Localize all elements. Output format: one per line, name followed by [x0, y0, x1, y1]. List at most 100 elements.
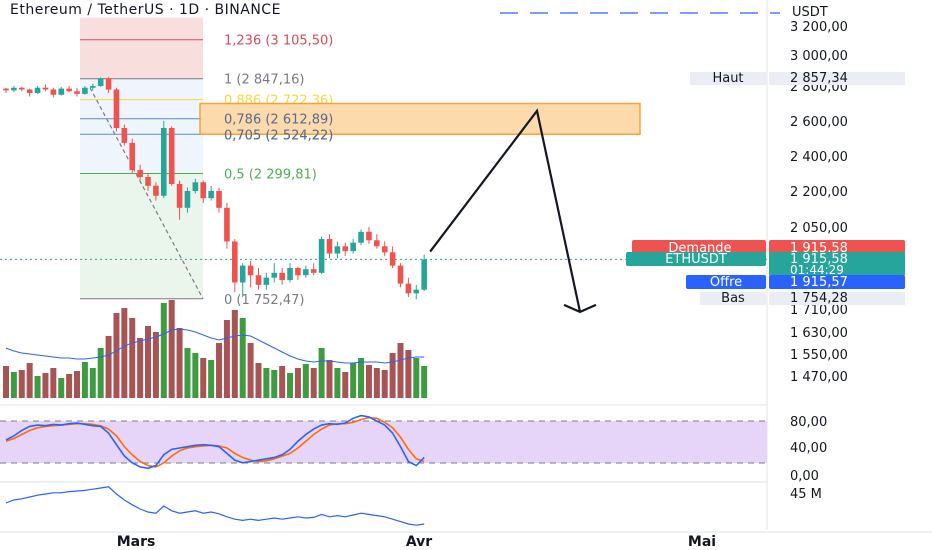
volume-bar [358, 358, 365, 398]
fib-zone-lower [80, 173, 203, 299]
candle-body [3, 88, 9, 91]
volume-bar [279, 366, 286, 398]
volume-ma-line [5, 328, 425, 364]
candle-body [295, 268, 301, 276]
candle-body [121, 128, 128, 143]
volume-bar [66, 374, 73, 398]
volume-bar [176, 328, 183, 398]
candle-body [366, 231, 372, 241]
candle-body [318, 239, 325, 273]
volume-bar [145, 326, 152, 398]
volume-bar [129, 318, 136, 398]
high-label-bg [690, 72, 766, 85]
stoch-axis-tick: 0,00 [790, 469, 819, 484]
candle-body [18, 87, 25, 90]
volume-bar [231, 310, 238, 398]
fib-level-label: 1,236 (3 105,50) [224, 34, 333, 49]
fib-level-label: 0,5 (2 299,81) [224, 168, 317, 183]
fib-level-label-overlay: 0,705 (2 524,22) [224, 128, 333, 143]
candle-body [279, 272, 285, 281]
candle-body [26, 89, 33, 93]
candle-body [129, 142, 136, 170]
candle-body [247, 265, 254, 276]
candle-body [200, 182, 207, 199]
volume-bar [310, 368, 317, 398]
price-axis-tick: 1 470,00 [790, 370, 848, 385]
candle-body [153, 185, 159, 196]
time-axis-tick: Mars [117, 534, 156, 550]
last-label-bg [626, 252, 766, 266]
volume-bar [121, 308, 128, 398]
candle-body [310, 269, 317, 273]
candle-body [66, 88, 72, 92]
fib-level-label-overlay: 0,786 (2 612,89) [224, 113, 333, 128]
fib-zone-upper [80, 78, 203, 174]
fib-level-label: 0 (1 752,47) [224, 293, 304, 308]
volume-bar [208, 360, 215, 398]
candle-body [105, 78, 112, 90]
low-value-bg [769, 292, 905, 305]
fib-zone-extension [80, 17, 203, 79]
time-axis-tick: Avr [406, 534, 432, 550]
volume-bar [287, 373, 294, 398]
high-value: 2 857,34 [790, 71, 848, 86]
candle-body [89, 86, 96, 88]
candle-body [82, 87, 88, 94]
candle-body [381, 246, 388, 253]
candle-body [421, 259, 427, 290]
price-axis-tick: 2 600,00 [790, 115, 848, 130]
low-label: Bas [721, 291, 745, 306]
volume-bar [200, 358, 207, 398]
volume-bar [137, 338, 144, 398]
volume-bar [255, 363, 262, 398]
offer-label: Offre [710, 275, 742, 290]
obv-line [5, 486, 425, 526]
projection-arrowhead [563, 303, 597, 314]
volume-bar [326, 360, 333, 398]
volume-bar [397, 343, 404, 398]
offer-label-bg [686, 275, 766, 289]
candle-body [137, 170, 143, 177]
candle-body [176, 184, 183, 208]
candle-body [184, 191, 191, 208]
volume-bar [10, 372, 17, 398]
candle-body [413, 289, 420, 294]
volume-bar [263, 368, 270, 398]
countdown: 01:44:29 [790, 263, 844, 277]
price-axis-tick: 2 050,00 [790, 221, 848, 236]
candle-body [255, 275, 262, 285]
high-value-bg [769, 72, 905, 85]
volume-bar [50, 368, 57, 398]
volume-bar [105, 336, 112, 398]
volume-bar [34, 376, 41, 398]
candle-body [239, 265, 246, 283]
projection-arrow [429, 108, 582, 313]
volume-bar [184, 348, 191, 398]
stoch-axis-tick: 80,00 [790, 415, 827, 430]
volume-bar [239, 318, 246, 398]
volume-bar [342, 372, 349, 398]
candle-body [350, 242, 356, 252]
currency-label: USDT [792, 5, 828, 20]
price-axis-tick: 1 550,00 [790, 348, 848, 363]
candle-body [42, 87, 49, 90]
volume-bar [152, 332, 159, 398]
volume-bar [18, 370, 25, 398]
low-label-bg [700, 292, 766, 305]
price-axis-tick: 1 710,00 [790, 303, 848, 318]
candle-body [303, 269, 309, 276]
candle-body [113, 89, 120, 128]
candle-body [145, 177, 151, 186]
candle-body [224, 207, 230, 242]
price-axis-tick: 3 000,00 [790, 49, 848, 64]
offer-value-bg [769, 275, 905, 289]
demand-label-bg [632, 240, 766, 254]
candle-body [168, 128, 175, 184]
volume-bar [97, 348, 104, 398]
candle-body [334, 246, 341, 254]
volume-bar [3, 366, 9, 398]
candle-body [58, 88, 65, 95]
fib-level-label: 1 (2 847,16) [224, 73, 304, 88]
low-value: 1 754,28 [790, 291, 848, 306]
